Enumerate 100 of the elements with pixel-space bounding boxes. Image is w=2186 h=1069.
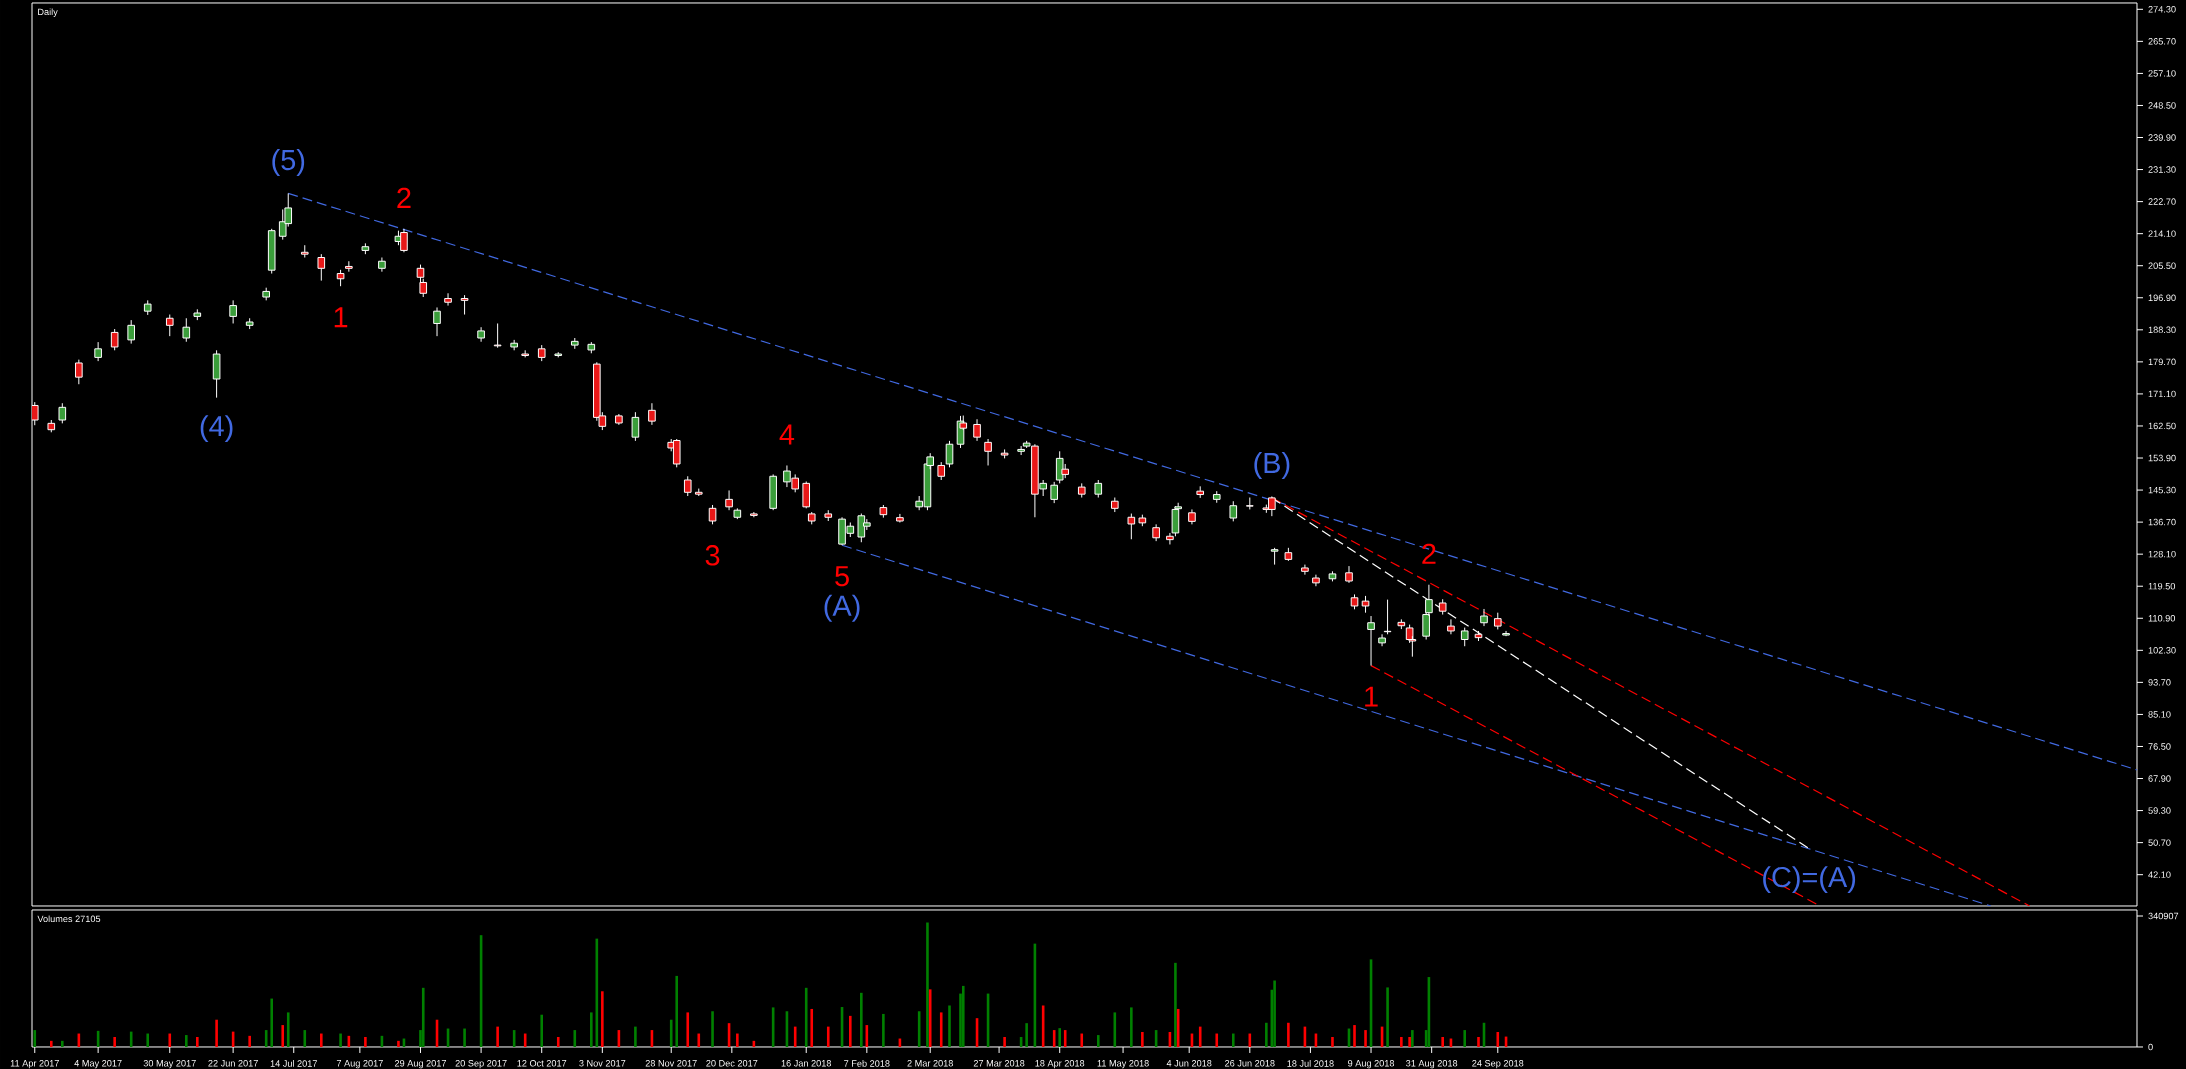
candlestick (94, 341, 102, 362)
annotation: (5) (272, 148, 305, 176)
bar (810, 1008, 814, 1047)
x-tick-label: 20 Dec 2017 (706, 1060, 758, 1067)
y-tick-label: 205.50 (2148, 262, 2176, 269)
bar (1063, 1030, 1067, 1047)
bar (1364, 1030, 1367, 1047)
bar (1080, 1033, 1084, 1047)
x-tick-label: 7 Feb 2018 (844, 1060, 890, 1067)
bar (1441, 1037, 1444, 1047)
candlestick (1050, 481, 1058, 504)
x-tick-label: 28 Nov 2017 (645, 1060, 697, 1067)
candlestick (1480, 608, 1488, 627)
bar (1353, 1025, 1356, 1047)
y-tick-label: 257.10 (2148, 70, 2176, 77)
bar (1463, 1030, 1467, 1047)
x-tick-label: 20 Sep 2017 (455, 1060, 507, 1069)
bar (1058, 1028, 1061, 1047)
bar (1174, 962, 1177, 1047)
candlestick (165, 314, 174, 337)
candlestick (683, 475, 692, 497)
annotation: (C)=(A) (1763, 866, 1856, 894)
bar (397, 1040, 400, 1047)
y-tick-label: 67.90 (2148, 775, 2171, 782)
x-tick-label: 29 Aug 2017 (394, 1060, 446, 1069)
x-tick-label: 4 Jun 2018 (1166, 1060, 1212, 1067)
bar (939, 1012, 943, 1047)
bar (168, 1033, 172, 1047)
y-tick-label: 162.50 (2148, 422, 2176, 430)
bar (926, 922, 929, 1047)
bar (1400, 1037, 1403, 1047)
bar (248, 1035, 251, 1047)
candlestick (708, 504, 717, 525)
candlestick (1447, 618, 1455, 635)
bar (573, 1030, 577, 1047)
text: Daily (38, 8, 58, 17)
y-tick-label: 214.10 (2148, 230, 2176, 237)
candlestick (1301, 564, 1309, 576)
annotation: 2 (1422, 543, 1436, 564)
bar (1411, 1030, 1414, 1047)
bar (675, 975, 679, 1047)
x-tick-label: 11 May 2018 (1097, 1060, 1149, 1069)
bar (339, 1033, 342, 1047)
x-tick-label: 30 May 2017 (143, 1060, 196, 1069)
x-tick-label: 22 Jun 2017 (208, 1060, 258, 1067)
candlestick (945, 440, 954, 468)
bar (421, 987, 425, 1047)
y-tick-label: 222.70 (2148, 198, 2176, 205)
bar (590, 1012, 593, 1047)
y-tick-label: 42.10 (2148, 871, 2171, 878)
bar (711, 1011, 714, 1047)
x-tick-label: 31 Aug 2018 (1406, 1060, 1458, 1069)
y-tick-label: 102.30 (2148, 647, 2176, 654)
candlestick (493, 322, 502, 349)
bar (556, 1037, 560, 1047)
y-tick-label: 93.70 (2148, 679, 2171, 686)
x-tick-label: 24 Sep 2018 (1472, 1060, 1524, 1069)
annotation: 4 (779, 424, 795, 445)
x-tick-label: 27 Mar 2018 (973, 1060, 1025, 1067)
y-tick-label: 119.50 (2148, 582, 2176, 590)
candlestick (802, 480, 811, 509)
y-tick-label: 248.50 (2148, 102, 2176, 109)
y-tick-label: 231.30 (2148, 166, 2176, 173)
bar (826, 1026, 830, 1047)
bar (882, 1013, 885, 1047)
candlestick (984, 438, 992, 466)
candlestick (127, 319, 135, 345)
candlestick (75, 359, 83, 385)
bar (61, 1040, 64, 1047)
bar (849, 1015, 852, 1047)
y-tick-label: 179.70 (2148, 358, 2176, 366)
bar (634, 1026, 637, 1047)
bar (961, 985, 965, 1047)
candlestick (317, 253, 326, 282)
bar (1287, 1022, 1290, 1047)
annotation: 3 (705, 545, 720, 566)
bar (793, 1026, 797, 1047)
candlestick (229, 299, 237, 324)
y-tick-label: 340907 (2148, 912, 2179, 920)
bar (540, 1014, 544, 1047)
y-tick-label: 265.70 (2148, 38, 2176, 45)
y-tick-label: 136.70 (2148, 518, 2176, 526)
bar (1386, 987, 1389, 1047)
candlestick (725, 489, 733, 511)
bar (948, 1005, 951, 1047)
annotation: 1 (334, 307, 348, 328)
annotation: 1 (1365, 686, 1378, 707)
y-tick-label: 171.10 (2148, 390, 2176, 398)
bar (1273, 980, 1276, 1047)
annotation: 5 (835, 566, 849, 587)
bar (1331, 1037, 1334, 1047)
bar (33, 1030, 37, 1047)
bar (1477, 1037, 1480, 1047)
bar (185, 1035, 188, 1047)
x-tick-label: 12 Oct 2017 (517, 1060, 567, 1067)
bar (303, 1030, 307, 1047)
candlestick (182, 317, 191, 343)
bar (669, 1019, 673, 1047)
candlestick (648, 402, 656, 426)
x-tick-label: 16 Jan 2018 (781, 1060, 832, 1067)
